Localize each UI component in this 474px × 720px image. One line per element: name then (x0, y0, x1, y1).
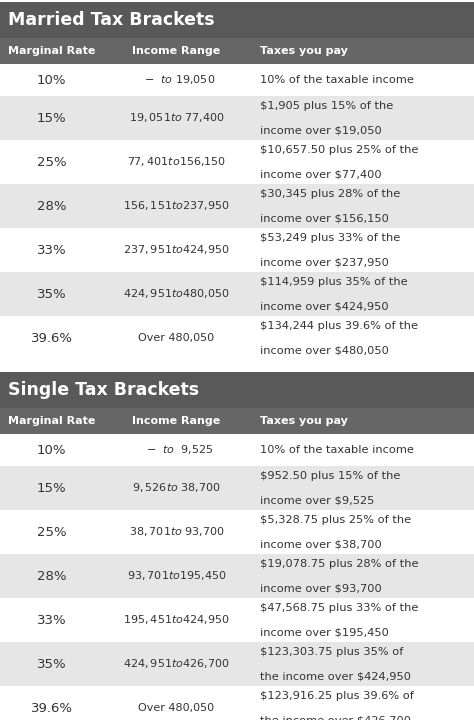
Text: 10% of the taxable income: 10% of the taxable income (260, 445, 414, 455)
Bar (0, 64, 474, 96)
Text: Over 480,050: Over 480,050 (138, 333, 215, 343)
Text: income over $156,150: income over $156,150 (260, 213, 389, 223)
Text: $ 77,401  to  $156,150: $ 77,401 to $156,150 (127, 156, 226, 168)
Text: 35%: 35% (36, 657, 66, 670)
Text: 33%: 33% (36, 613, 66, 626)
Text: 28%: 28% (37, 570, 66, 582)
Text: $    -    to  $  9,525: $ - to $ 9,525 (139, 444, 214, 456)
Text: 10%: 10% (37, 73, 66, 86)
Bar (0, 2, 474, 38)
Text: $114,959 plus 35% of the: $114,959 plus 35% of the (260, 276, 408, 287)
Text: 33%: 33% (36, 243, 66, 256)
Text: Income Range: Income Range (132, 416, 220, 426)
Text: Over 480,050: Over 480,050 (138, 703, 215, 713)
Text: $53,249 plus 33% of the: $53,249 plus 33% of the (260, 233, 400, 243)
Text: income over $237,950: income over $237,950 (260, 257, 389, 267)
Bar (0, 642, 474, 686)
Text: $123,303.75 plus 35% of: $123,303.75 plus 35% of (260, 647, 403, 657)
Bar (0, 140, 474, 184)
Text: income over $93,700: income over $93,700 (260, 583, 382, 593)
Text: Marginal Rate: Marginal Rate (8, 46, 95, 56)
Text: $156,151  to  $237,950: $156,151 to $237,950 (123, 199, 230, 212)
Bar (0, 434, 474, 466)
Text: income over $19,050: income over $19,050 (260, 125, 382, 135)
Bar (0, 96, 474, 140)
Text: income over $38,700: income over $38,700 (260, 539, 382, 549)
Bar (0, 408, 474, 434)
Text: 10%: 10% (37, 444, 66, 456)
Text: 35%: 35% (36, 287, 66, 300)
Text: 15%: 15% (36, 112, 66, 125)
Text: the income over $426,700: the income over $426,700 (260, 716, 411, 720)
Text: 39.6%: 39.6% (30, 701, 73, 714)
Bar (0, 38, 474, 64)
Text: income over $424,950: income over $424,950 (260, 301, 389, 311)
Text: $5,328.75 plus 25% of the: $5,328.75 plus 25% of the (260, 515, 411, 525)
Bar (0, 554, 474, 598)
Text: 15%: 15% (36, 482, 66, 495)
Text: $195,451  to  $424,950: $195,451 to $424,950 (123, 613, 230, 626)
Text: $1,905 plus 15% of the: $1,905 plus 15% of the (260, 101, 393, 111)
Text: Marginal Rate: Marginal Rate (8, 416, 95, 426)
Text: the income over $424,950: the income over $424,950 (260, 671, 411, 681)
Text: 10% of the taxable income: 10% of the taxable income (260, 75, 414, 85)
Text: $ 19,051  to  $ 77,400: $ 19,051 to $ 77,400 (128, 112, 224, 125)
Text: $30,345 plus 28% of the: $30,345 plus 28% of the (260, 189, 400, 199)
Text: $134,244 plus 39.6% of the: $134,244 plus 39.6% of the (260, 320, 418, 330)
Bar (0, 598, 474, 642)
Bar (0, 686, 474, 720)
Text: 28%: 28% (37, 199, 66, 212)
Text: Single Tax Brackets: Single Tax Brackets (8, 381, 199, 399)
Text: $ 38,701  to  $ 93,700: $ 38,701 to $ 93,700 (128, 526, 225, 539)
Text: $952.50 plus 15% of the: $952.50 plus 15% of the (260, 471, 401, 481)
Text: $10,657.50 plus 25% of the: $10,657.50 plus 25% of the (260, 145, 419, 155)
Text: 25%: 25% (36, 526, 66, 539)
Text: Taxes you pay: Taxes you pay (260, 416, 348, 426)
Text: income over $77,400: income over $77,400 (260, 169, 382, 179)
Text: $424,951  to  $480,050: $424,951 to $480,050 (123, 287, 230, 300)
Bar (0, 466, 474, 510)
Text: income over $9,525: income over $9,525 (260, 495, 374, 505)
Text: Income Range: Income Range (132, 46, 220, 56)
Bar (0, 372, 474, 408)
Text: income over $480,050: income over $480,050 (260, 346, 389, 355)
Text: $237,951  to  $424,950: $237,951 to $424,950 (123, 243, 230, 256)
Text: Married Tax Brackets: Married Tax Brackets (8, 11, 215, 29)
Bar (0, 510, 474, 554)
Text: $ 93,701  to  $195,450: $ 93,701 to $195,450 (127, 570, 226, 582)
Text: $424,951  to  $426,700: $424,951 to $426,700 (123, 657, 230, 670)
Text: $47,568.75 plus 33% of the: $47,568.75 plus 33% of the (260, 603, 419, 613)
Bar (0, 316, 474, 360)
Bar (0, 184, 474, 228)
Text: Taxes you pay: Taxes you pay (260, 46, 348, 56)
Text: income over $195,450: income over $195,450 (260, 627, 389, 637)
Text: 39.6%: 39.6% (30, 331, 73, 344)
Text: $123,916.25 plus 39.6% of: $123,916.25 plus 39.6% of (260, 690, 414, 701)
Bar (0, 228, 474, 272)
Text: 25%: 25% (36, 156, 66, 168)
Text: $  9,526  to  $ 38,700: $ 9,526 to $ 38,700 (132, 482, 221, 495)
Text: $19,078.75 plus 28% of the: $19,078.75 plus 28% of the (260, 559, 419, 569)
Text: $    -    to  $ 19,050: $ - to $ 19,050 (137, 73, 216, 86)
Bar (0, 272, 474, 316)
